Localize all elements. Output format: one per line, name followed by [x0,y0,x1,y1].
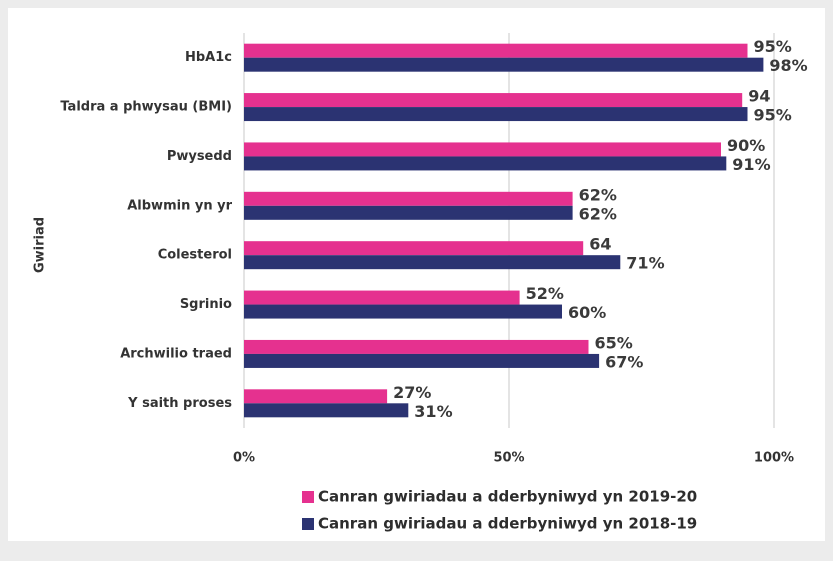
bar [244,290,520,305]
y-tick-label: Pwysedd [167,149,232,164]
y-tick-label: Sgrinio [180,297,232,312]
y-tick-label: Archwilio traed [120,346,232,361]
data-label: 98% [769,56,807,75]
data-label: 71% [626,254,664,273]
legend-label: Canran gwiriadau a dderbyniwyd yn 2018-1… [318,515,697,533]
legend-swatch [302,518,314,530]
data-label: 65% [595,333,633,352]
y-tick-label: Albwmin yn yr [127,198,232,213]
y-tick-label: Taldra a phwysau (BMI) [60,100,232,115]
bar [244,353,600,368]
bar [244,389,388,404]
data-label: 95% [754,37,792,56]
y-tick-label: HbA1c [185,50,232,65]
data-label: 91% [732,155,770,174]
bar [244,156,727,171]
y-tick-label: Colesterol [158,248,232,263]
legend-swatch [302,491,314,503]
bar [244,304,562,319]
y-tick-label: Y saith proses [127,396,232,411]
data-label: 64 [589,235,611,254]
data-label: 27% [393,383,431,402]
bar [244,107,748,122]
data-label: 60% [568,303,606,322]
data-label: 67% [605,352,643,371]
chart-background [8,8,825,541]
bar [244,205,573,220]
y-axis-label: Gwiriad [33,217,48,273]
data-label: 62% [579,204,617,223]
bar [244,43,748,58]
data-label: 31% [414,402,452,421]
data-label: 90% [727,136,765,155]
bar [244,339,589,354]
bar [244,57,764,72]
x-tick-label: 0% [233,451,255,466]
bar [244,93,743,108]
x-tick-label: 50% [493,451,524,466]
x-tick-label: 100% [754,451,794,466]
bar [244,142,721,157]
data-label: 95% [754,106,792,125]
bar [244,255,621,270]
data-label: 62% [579,185,617,204]
data-label: 52% [526,284,564,303]
bar [244,191,573,206]
data-label: 94 [748,87,770,106]
bar [244,241,584,256]
bar [244,403,409,418]
legend-label: Canran gwiriadau a dderbyniwyd yn 2019-2… [318,488,697,506]
